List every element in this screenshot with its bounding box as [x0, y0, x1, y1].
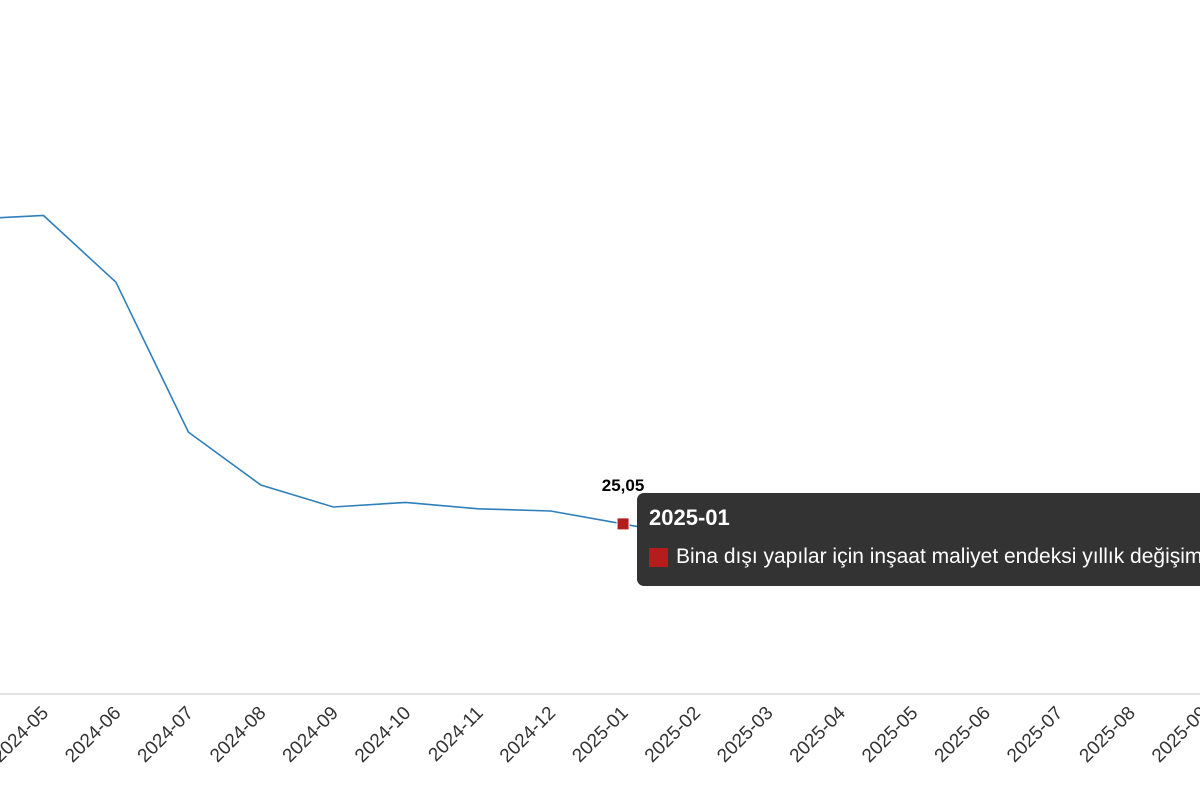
x-tick-label: 2024-12	[496, 703, 560, 767]
data-label: 25,05	[602, 476, 645, 495]
x-tick-label: 2024-05	[0, 703, 53, 767]
x-tick-label: 2024-11	[425, 703, 488, 766]
x-tick-label: 2024-07	[134, 703, 198, 767]
tooltip-series-swatch	[649, 547, 668, 567]
x-tick-labels: 2024-042024-052024-062024-072024-082024-…	[0, 702, 1200, 766]
data-point[interactable]	[110, 276, 122, 288]
tooltip-series-label: Bina dışı yapılar için inşaat maliyet en…	[676, 545, 1200, 568]
x-tick-label: 2025-02	[641, 703, 705, 767]
data-point[interactable]	[38, 210, 50, 222]
x-tick-label: 2025-09	[1148, 703, 1200, 767]
x-tick-label: 2025-08	[1076, 703, 1140, 767]
data-point[interactable]	[400, 496, 412, 508]
x-tick-label: 2024-10	[351, 703, 415, 767]
highlighted-point-marker[interactable]	[616, 517, 630, 531]
x-tick-label: 2025-03	[713, 703, 777, 767]
x-tick-label: 2025-07	[1003, 703, 1067, 767]
data-point[interactable]	[255, 479, 267, 491]
chart-tooltip: 2025-01 Bina dışı yapılar için inşaat ma…	[637, 493, 1200, 586]
x-tick-label: 2024-06	[61, 703, 125, 767]
data-point[interactable]	[545, 505, 557, 517]
tooltip-row: Bina dışı yapılar için inşaat maliyet en…	[649, 545, 1200, 569]
x-tick-label: 2024-09	[279, 703, 343, 767]
highlight-group: 25,05	[602, 476, 645, 531]
x-tick-label: 2025-06	[931, 703, 995, 767]
data-point[interactable]	[472, 503, 484, 515]
x-tick-label: 2025-04	[786, 702, 850, 766]
data-point[interactable]	[182, 426, 194, 438]
x-tick-label: 2025-01	[568, 703, 632, 767]
data-point[interactable]	[327, 501, 339, 513]
tooltip-title: 2025-01	[649, 505, 730, 530]
x-tick-label: 2024-08	[206, 703, 270, 767]
x-tick-label: 2025-05	[858, 703, 922, 767]
